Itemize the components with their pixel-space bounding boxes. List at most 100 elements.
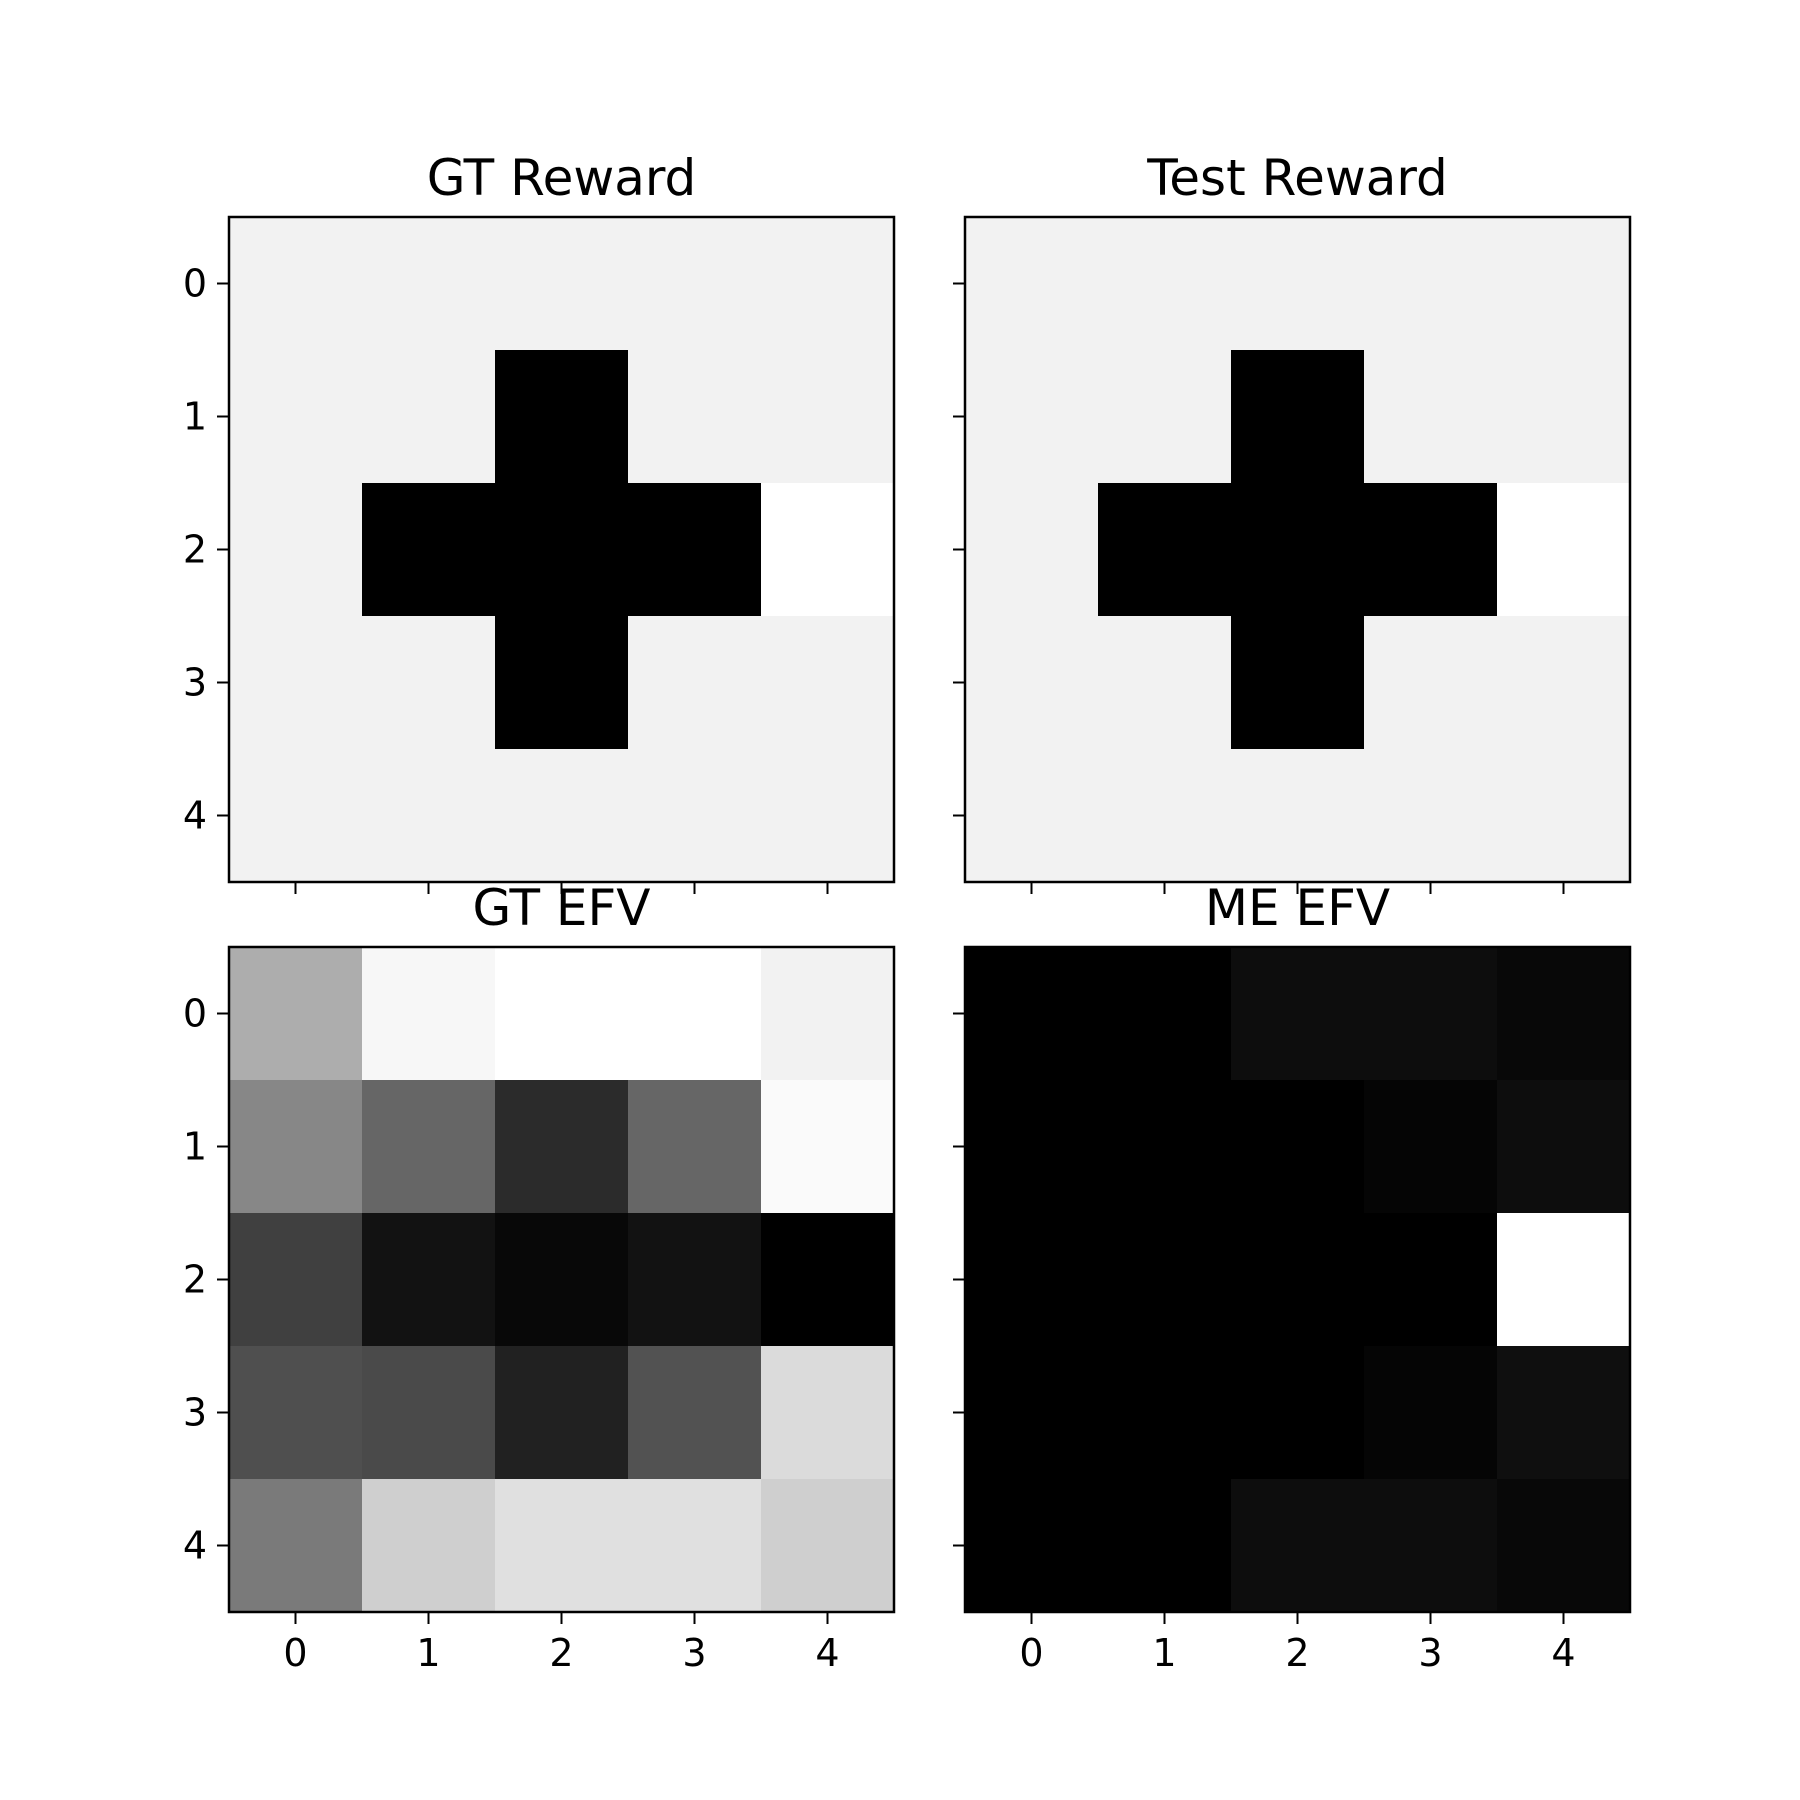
gt-efv-cell-r4-c0 [229, 1479, 363, 1613]
me-efv-cell-r3-c4 [1497, 1346, 1631, 1480]
gt-efv-cell-r1-c3 [628, 1080, 762, 1214]
test-reward-cell-r4-c1 [1098, 749, 1232, 883]
gt-efv-x-tick-label-3: 3 [682, 1631, 706, 1675]
gt-reward-cell-r0-c3 [628, 217, 762, 351]
gt-reward-cell-r1-c3 [628, 350, 762, 484]
gt-reward-cell-r0-c2 [495, 217, 629, 351]
test-reward-cell-r2-c0 [965, 483, 1099, 617]
me-efv-cell-r1-c0 [965, 1080, 1099, 1214]
gt-reward-cell-r1-c1 [362, 350, 496, 484]
gt-efv-cell-r4-c3 [628, 1479, 762, 1613]
gt-reward-cell-r1-c4 [761, 350, 895, 484]
gt-efv-cell-r2-c1 [362, 1213, 496, 1347]
me-efv-cell-r2-c1 [1098, 1213, 1232, 1347]
gt-reward-cell-r3-c3 [628, 616, 762, 750]
test-reward-cell-r2-c1 [1098, 483, 1232, 617]
me-efv-cell-r2-c4 [1497, 1213, 1631, 1347]
gt-efv-cell-r0-c2 [495, 947, 629, 1081]
gt-reward-y-tick-label-2: 2 [183, 528, 207, 572]
me-efv-x-tick-label-1: 1 [1152, 1631, 1176, 1675]
gt-reward-cell-r2-c4 [761, 483, 895, 617]
gt-reward-y-tick-label-4: 4 [183, 794, 207, 838]
gt-reward-cell-r3-c1 [362, 616, 496, 750]
me-efv-cell-r0-c2 [1231, 947, 1365, 1081]
me-efv-title: ME EFV [1205, 879, 1390, 937]
test-reward-cell-r3-c0 [965, 616, 1099, 750]
gt-efv-cell-r3-c0 [229, 1346, 363, 1480]
gt-efv-cell-r2-c2 [495, 1213, 629, 1347]
me-efv-cell-r0-c0 [965, 947, 1099, 1081]
gt-efv-cell-r3-c4 [761, 1346, 895, 1480]
me-efv-x-tick-label-4: 4 [1551, 1631, 1575, 1675]
me-efv-cell-r2-c3 [1364, 1213, 1498, 1347]
gt-efv-cell-r2-c3 [628, 1213, 762, 1347]
gt-reward-cell-r4-c3 [628, 749, 762, 883]
test-reward-cell-r2-c3 [1364, 483, 1498, 617]
gt-efv-y-tick-label-2: 2 [183, 1258, 207, 1302]
test-reward-cell-r0-c4 [1497, 217, 1631, 351]
gt-reward-cell-r3-c4 [761, 616, 895, 750]
gt-reward-cell-r4-c4 [761, 749, 895, 883]
test-reward-cell-r1-c1 [1098, 350, 1232, 484]
gt-reward-cell-r2-c1 [362, 483, 496, 617]
gt-efv-cell-r2-c0 [229, 1213, 363, 1347]
gt-reward-cell-r4-c0 [229, 749, 363, 883]
gt-efv-y-tick-label-1: 1 [183, 1125, 207, 1169]
test-reward-cell-r4-c2 [1231, 749, 1365, 883]
test-reward-cell-r4-c3 [1364, 749, 1498, 883]
gt-efv-cell-r1-c1 [362, 1080, 496, 1214]
test-reward-cell-r3-c3 [1364, 616, 1498, 750]
gt-reward-y-tick-label-1: 1 [183, 395, 207, 439]
gt-efv-cell-r2-c4 [761, 1213, 895, 1347]
gt-efv-title: GT EFV [473, 879, 651, 937]
me-efv-cell-r3-c0 [965, 1346, 1099, 1480]
gt-reward-cell-r2-c3 [628, 483, 762, 617]
gt-efv-cell-r1-c4 [761, 1080, 895, 1214]
me-efv-cell-r1-c1 [1098, 1080, 1232, 1214]
gt-efv-y-tick-label-4: 4 [183, 1524, 207, 1568]
gt-reward-title: GT Reward [427, 149, 697, 207]
gt-efv-cell-r0-c4 [761, 947, 895, 1081]
test-reward-cell-r0-c0 [965, 217, 1099, 351]
gt-efv-cell-r3-c3 [628, 1346, 762, 1480]
me-efv-cell-r3-c3 [1364, 1346, 1498, 1480]
gt-efv-cell-r4-c4 [761, 1479, 895, 1613]
gt-efv-y-tick-label-0: 0 [183, 992, 207, 1036]
gt-efv-x-tick-label-1: 1 [416, 1631, 440, 1675]
gt-reward-cell-r1-c2 [495, 350, 629, 484]
test-reward-cell-r2-c4 [1497, 483, 1631, 617]
me-efv-x-tick-label-0: 0 [1019, 1631, 1043, 1675]
gt-efv-x-tick-label-4: 4 [815, 1631, 839, 1675]
me-efv-cell-r1-c2 [1231, 1080, 1365, 1214]
test-reward-title: Test Reward [1146, 149, 1448, 207]
test-reward-cell-r1-c0 [965, 350, 1099, 484]
me-efv-cell-r2-c0 [965, 1213, 1099, 1347]
test-reward-cell-r0-c3 [1364, 217, 1498, 351]
test-reward-cell-r3-c1 [1098, 616, 1232, 750]
gt-reward-cell-r0-c1 [362, 217, 496, 351]
gt-reward-cell-r0-c0 [229, 217, 363, 351]
me-efv-cell-r4-c2 [1231, 1479, 1365, 1613]
test-reward-cell-r3-c2 [1231, 616, 1365, 750]
gt-efv-cell-r1-c2 [495, 1080, 629, 1214]
gt-efv-x-tick-label-2: 2 [549, 1631, 573, 1675]
gt-reward-y-tick-label-3: 3 [183, 661, 207, 705]
me-efv-cell-r4-c0 [965, 1479, 1099, 1613]
test-reward-cell-r4-c4 [1497, 749, 1631, 883]
gt-efv-y-tick-label-3: 3 [183, 1391, 207, 1435]
gt-reward-cell-r3-c2 [495, 616, 629, 750]
me-efv-x-tick-label-3: 3 [1418, 1631, 1442, 1675]
gt-efv-cell-r4-c2 [495, 1479, 629, 1613]
gt-efv-cell-r0-c3 [628, 947, 762, 1081]
test-reward-cell-r1-c3 [1364, 350, 1498, 484]
test-reward-cell-r0-c1 [1098, 217, 1232, 351]
gt-reward-cell-r4-c1 [362, 749, 496, 883]
test-reward-cell-r4-c0 [965, 749, 1099, 883]
gt-reward-cell-r1-c0 [229, 350, 363, 484]
gt-efv-cell-r4-c1 [362, 1479, 496, 1613]
me-efv-cell-r0-c4 [1497, 947, 1631, 1081]
gt-efv-cell-r3-c2 [495, 1346, 629, 1480]
gt-reward-cell-r4-c2 [495, 749, 629, 883]
me-efv-cell-r0-c3 [1364, 947, 1498, 1081]
